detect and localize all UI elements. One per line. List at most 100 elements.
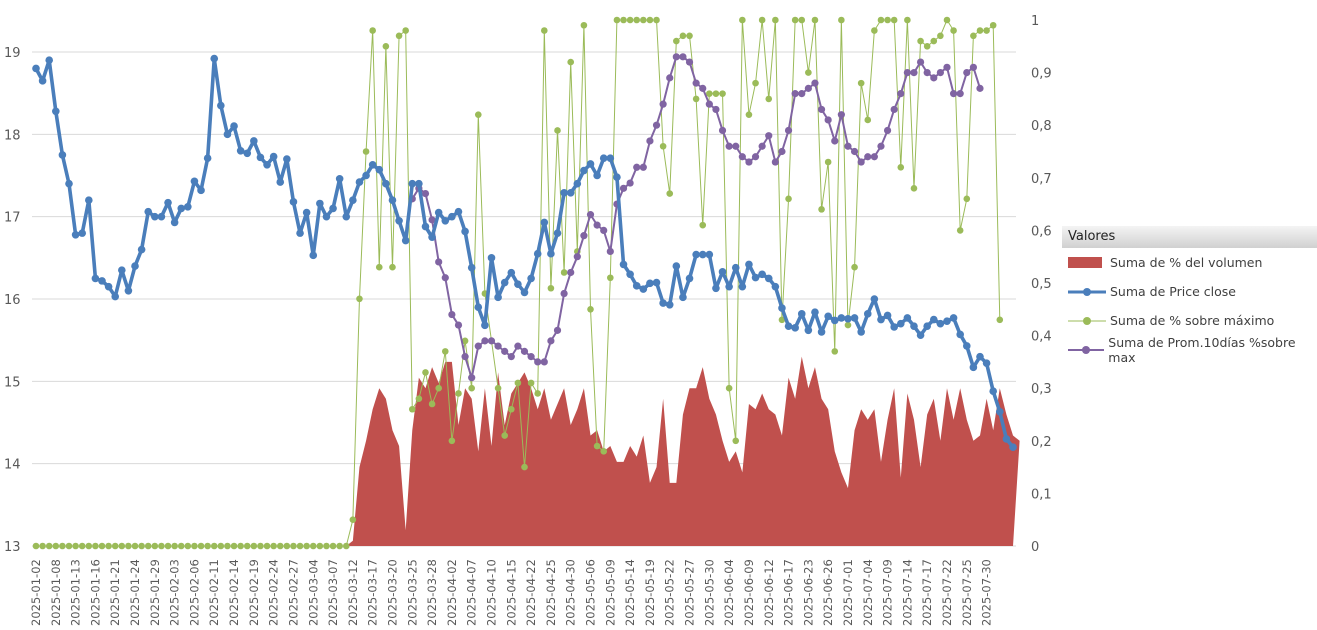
sobre-maximo-point [719,90,726,97]
price-close-point [349,196,357,204]
x-tick-label: 2025-02-14 [227,559,241,626]
x-tick-label: 2025-03-17 [366,559,380,626]
price-close-point [619,260,628,269]
prom-10dias-point [890,105,898,114]
prom-10dias-point [817,105,826,114]
sobre-maximo-point [871,27,878,34]
price-close-point [929,315,938,324]
legend-label: Suma de % del volumen [1110,255,1263,270]
prom-10dias-point [712,105,720,114]
price-close-point [164,198,172,207]
price-close-point [256,153,265,162]
x-tick-label: 2025-04-22 [524,559,538,626]
sobre-maximo-point [197,542,205,550]
sobre-maximo-point [191,542,198,550]
price-close-point [401,236,410,245]
sobre-maximo-point [659,142,667,150]
left-tick-label: 14 [4,458,21,473]
prom-10dias-point [956,90,964,98]
sobre-maximo-point [739,16,746,24]
prom-10dias-point [448,310,456,319]
x-tick-label: 2025-06-12 [762,559,776,626]
x-tick-label: 2025-05-22 [663,559,677,626]
prom-10dias-point [454,321,463,329]
legend-swatch-line-icon [1068,343,1104,357]
sobre-maximo-point [316,542,324,550]
x-tick-label: 2025-01-13 [69,559,83,626]
price-close-point [725,282,733,291]
sobre-maximo-point [699,221,707,229]
sobre-maximo-point [904,16,911,24]
prom-10dias-point [474,342,482,350]
sobre-maximo-point [455,390,462,397]
price-close-point [943,317,951,326]
price-close-point [976,352,984,361]
price-close-point [857,328,865,336]
price-close-point [71,230,80,239]
x-tick-label: 2025-05-09 [603,559,617,626]
sobre-maximo-point [389,263,396,271]
volume-area-series [36,356,1020,546]
price-close-point [778,304,786,312]
sobre-maximo-point [778,316,786,324]
sobre-maximo-point [580,21,588,29]
price-close-point [949,314,958,322]
price-close-point [375,165,384,174]
price-close-point [38,77,47,85]
sobre-maximo-point [151,542,159,550]
legend-item-price-close[interactable]: Suma de Price close [1062,277,1317,306]
price-close-point [124,286,133,295]
price-close-point [203,154,212,163]
x-tick-label: 2025-02-06 [187,559,201,626]
x-tick-label: 2025-02-19 [247,559,261,626]
sobre-maximo-point [158,542,165,550]
sobre-maximo-point [805,69,812,76]
sobre-maximo-point [831,348,839,355]
sobre-maximo-point [811,16,819,24]
left-axis: 13 14 15 16 17 18 19 [4,46,21,555]
sobre-maximo-point [276,542,284,550]
legend-item-prom-10dias[interactable]: Suma de Prom.10días %sobre max [1062,335,1317,365]
prom-10dias-point [507,353,515,361]
price-close-point [758,270,766,279]
price-close-point [58,151,67,159]
sobre-maximo-point [666,190,674,197]
sobre-maximo-point [752,79,759,87]
price-close-point [415,179,423,188]
price-close-point [32,64,40,73]
price-close-point [269,152,278,161]
price-close-point [137,245,146,254]
prom-10dias-point [949,90,958,98]
sobre-maximo-point [772,16,779,24]
sobre-maximo-point [243,542,251,550]
x-tick-label: 2025-04-10 [484,559,498,626]
price-close-point [745,260,753,269]
price-close-point [896,319,905,328]
sobre-maximo-point [527,379,535,387]
x-tick-label: 2025-06-23 [801,559,815,626]
sobre-maximo-point [673,37,680,45]
x-tick-label: 2025-05-30 [702,559,716,626]
price-close-point [632,282,641,290]
price-close-point [184,202,192,211]
price-close-point [923,322,931,330]
right-tick-label: 0 [1031,540,1039,555]
prom-10dias-point [586,211,595,219]
sobre-maximo-point [92,542,99,550]
legend-item-sobre-maximo[interactable]: Suma de % sobre máximo [1062,306,1317,335]
sobre-maximo-point [224,542,231,550]
x-tick-label: 2025-03-04 [306,559,320,626]
right-tick-label: 0,3 [1031,382,1052,397]
sobre-maximo-point [884,16,891,24]
price-close-point [751,273,760,282]
price-close-point [210,54,219,63]
left-tick-label: 15 [4,375,21,390]
prom-10dias-point [600,226,608,234]
prom-10dias-point [963,69,971,77]
legend-item-volumen[interactable]: Suma de % del volumen [1062,248,1317,277]
prom-10dias-point [514,342,522,350]
x-tick-label: 2025-07-25 [960,559,974,626]
sobre-maximo-point [118,542,126,550]
price-close-point [408,179,417,188]
x-tick-label: 2025-04-25 [544,559,558,626]
